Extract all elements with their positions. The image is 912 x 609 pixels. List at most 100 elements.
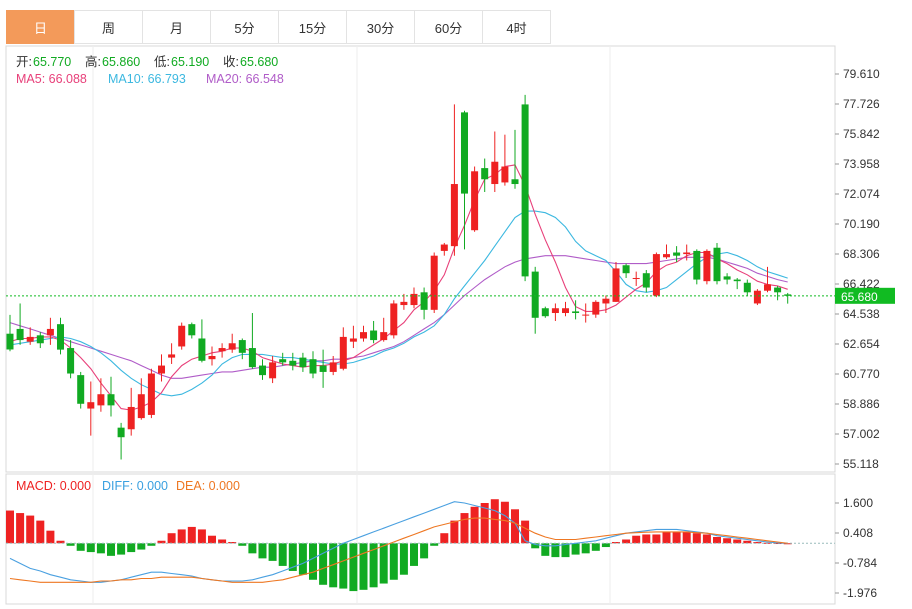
- tab-2[interactable]: 月: [142, 10, 211, 44]
- tab-6[interactable]: 60分: [414, 10, 483, 44]
- candle-body-19: [198, 338, 206, 361]
- macd-bar-67: [682, 531, 691, 544]
- candle-body-64: [652, 254, 660, 296]
- candle-body-6: [67, 348, 75, 374]
- tab-4[interactable]: 15分: [278, 10, 347, 44]
- macd-bar-46: [470, 506, 479, 544]
- candle-body-40: [410, 293, 418, 306]
- macd-bar-59: [601, 543, 610, 548]
- macd-bar-8: [86, 543, 95, 553]
- y-tick-4: 72.074: [843, 187, 880, 201]
- macd-bar-65: [662, 531, 671, 544]
- macd-tick-0: 1.600: [843, 496, 873, 510]
- y-tick-12: 57.002: [843, 427, 880, 441]
- candle-body-24: [248, 348, 256, 368]
- candle-body-57: [582, 314, 590, 316]
- macd-bar-19: [197, 529, 206, 544]
- ohlc-label-0: 开:: [16, 55, 32, 69]
- candle-body-69: [703, 250, 711, 282]
- macd-bar-5: [56, 540, 65, 544]
- macd-bar-50: [511, 509, 519, 544]
- candle-body-67: [683, 252, 691, 255]
- tab-1[interactable]: 周: [74, 10, 143, 44]
- candle-body-63: [642, 273, 650, 288]
- macd-bar-11: [117, 543, 126, 555]
- candle-body-44: [450, 184, 458, 247]
- macd-bar-21: [218, 539, 227, 544]
- candle-body-73: [743, 282, 751, 293]
- candle-body-28: [289, 360, 297, 366]
- candle-body-10: [107, 394, 115, 406]
- candle-body-9: [97, 394, 105, 406]
- y-tick-13: 55.118: [843, 457, 879, 471]
- candle-body-14: [147, 373, 155, 415]
- candle-body-25: [259, 365, 266, 376]
- ohlc-label-1: 高:: [85, 54, 101, 69]
- ma-legend-0: MA5: 66.088: [16, 72, 87, 86]
- macd-bar-36: [369, 543, 378, 588]
- macd-bar-64: [652, 534, 661, 544]
- macd-bar-4: [46, 530, 55, 544]
- macd-bar-0: [6, 510, 14, 544]
- candle-body-53: [541, 308, 549, 317]
- tab-0[interactable]: 日: [6, 10, 75, 44]
- candle-body-26: [269, 362, 277, 379]
- candle-body-33: [339, 336, 347, 369]
- macd-bar-43: [440, 533, 449, 544]
- macd-bar-42: [430, 543, 439, 546]
- macd-bar-13: [137, 543, 146, 550]
- macd-bar-30: [309, 543, 317, 580]
- macd-bar-35: [359, 543, 368, 590]
- candle-body-41: [420, 292, 428, 310]
- ma-legend-1: MA10: 66.793: [108, 72, 186, 86]
- candle-body-21: [218, 348, 226, 352]
- macd-tick-2: -0.784: [843, 556, 877, 570]
- tab-5[interactable]: 30分: [346, 10, 415, 44]
- ma5-line: [9, 164, 788, 411]
- candle-body-15: [158, 365, 165, 374]
- candle-body-74: [753, 290, 761, 304]
- macd-bar-3: [36, 520, 45, 544]
- macd-bar-74: [753, 542, 762, 544]
- macd-bar-14: [147, 543, 156, 546]
- candle-body-0: [6, 333, 14, 350]
- tab-7[interactable]: 4时: [482, 10, 551, 44]
- macd-bar-32: [329, 543, 338, 588]
- candle-body-46: [471, 171, 479, 231]
- macd-bar-22: [228, 542, 237, 544]
- candle-body-39: [400, 301, 408, 306]
- candle-body-27: [279, 359, 287, 363]
- candle-body-17: [178, 325, 186, 347]
- candle-body-1: [16, 328, 24, 341]
- candle-body-60: [612, 268, 620, 302]
- candle-body-8: [87, 402, 95, 409]
- candle-body-18: [188, 324, 196, 336]
- macd-bar-20: [208, 535, 216, 544]
- ohlc-label-3: 收:: [223, 55, 239, 69]
- candle-body-31: [319, 365, 327, 372]
- candle-body-42: [430, 255, 438, 310]
- macd-bar-49: [500, 501, 509, 544]
- macd-bar-9: [96, 543, 105, 554]
- macd-bar-34: [349, 543, 358, 592]
- macd-bar-17: [177, 529, 186, 544]
- candle-body-61: [622, 265, 630, 274]
- macd-bar-55: [561, 543, 570, 558]
- candle-body-30: [309, 359, 317, 374]
- candle-body-2: [26, 336, 34, 342]
- candle-body-13: [137, 394, 145, 419]
- macd-bar-68: [692, 533, 701, 544]
- candle-body-7: [77, 375, 85, 404]
- macd-legend-1: DIFF: 0.000: [102, 479, 168, 493]
- candle-body-70: [713, 247, 721, 282]
- candle-body-32: [329, 362, 337, 372]
- candle-body-5: [57, 324, 64, 350]
- candle-body-71: [723, 276, 731, 280]
- ma10-line: [9, 210, 788, 397]
- candle-body-55: [562, 308, 569, 314]
- macd-bar-15: [157, 540, 166, 544]
- macd-tick-3: -1.976: [843, 586, 877, 600]
- candle-body-75: [764, 284, 771, 291]
- candle-body-59: [602, 298, 610, 304]
